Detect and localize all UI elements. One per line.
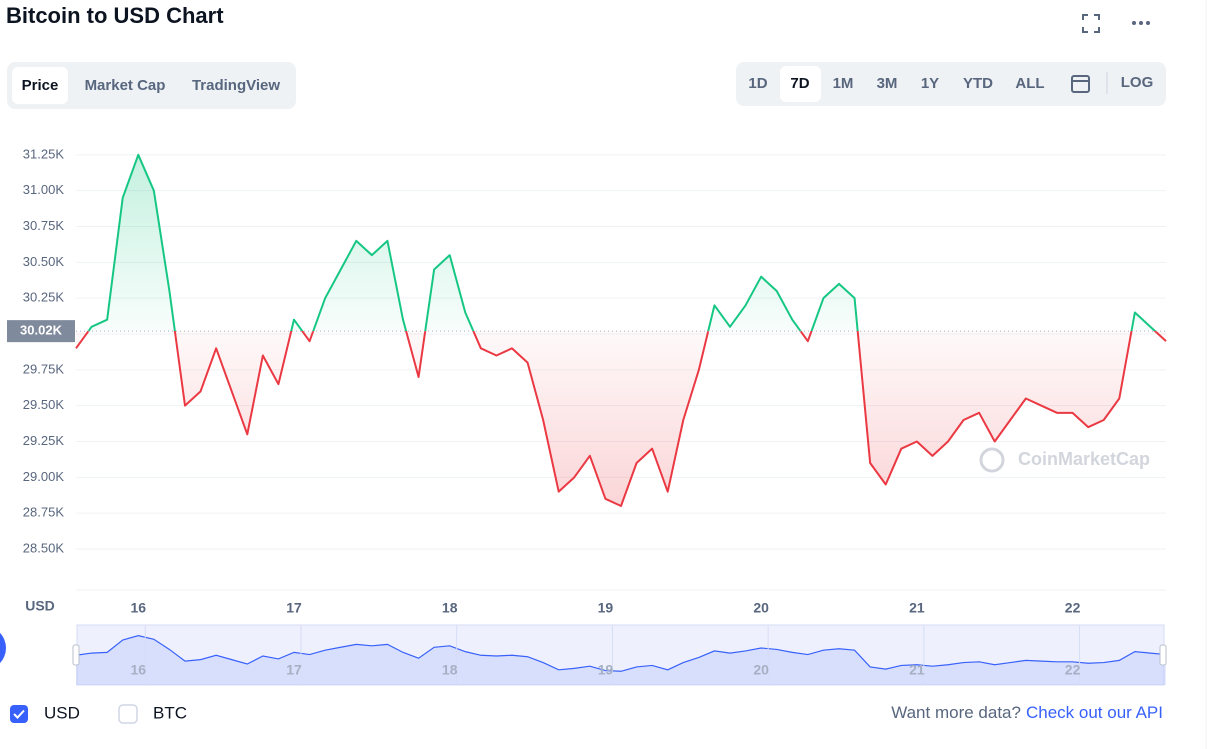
y-axis-label: USD <box>25 598 55 614</box>
y-tick-label: 29.50K <box>23 397 65 412</box>
y-tick-label: 28.75K <box>23 505 65 520</box>
y-tick-label: 29.00K <box>23 469 65 484</box>
x-tick-label: 20 <box>753 600 769 616</box>
navigator-plot: 16 17 18 19 20 21 22 <box>75 625 1167 685</box>
x-tick-label: 17 <box>286 600 302 616</box>
tab[interactable]: Price <box>22 77 59 94</box>
watermark-text: CoinMarketCap <box>1018 449 1150 469</box>
navigator-tick-label: 19 <box>598 662 614 678</box>
navigator-area <box>76 635 1166 685</box>
tab-active <box>12 67 68 104</box>
footer: Want more data? Check out our API <box>891 703 1163 722</box>
y-tick-label: 29.25K <box>23 433 65 448</box>
range-button[interactable]: 1D <box>748 75 767 92</box>
y-tick-label: 31.25K <box>23 146 65 161</box>
plot: 28.50K 28.75K 29.00K 29.25K 29.50K 29.75K 30.0… <box>7 146 1167 616</box>
navigator[interactable] <box>76 624 1165 686</box>
y-tick-label: 30.25K <box>23 290 65 305</box>
baseline-label: 30.02K <box>20 323 63 338</box>
more-icon[interactable] <box>1132 21 1150 25</box>
side-button[interactable] <box>0 626 6 670</box>
tab[interactable]: TradingView <box>192 77 280 94</box>
dot <box>1146 21 1150 25</box>
navigator-tick-label: 21 <box>909 662 925 678</box>
navigator-handle[interactable] <box>72 644 80 666</box>
x-tick-label: 16 <box>130 600 146 616</box>
navigator-handle[interactable] <box>1159 644 1167 666</box>
price-area <box>76 154 1166 507</box>
navigator-tick-label: 22 <box>1065 662 1081 678</box>
x-tick-label: 18 <box>442 600 458 616</box>
navigator-line <box>75 635 1167 672</box>
y-tick-label: 31.00K <box>23 182 65 197</box>
calendar-icon[interactable] <box>1071 75 1090 93</box>
currency-label: BTC <box>153 703 187 722</box>
range-button[interactable]: 1Y <box>921 75 939 92</box>
y-tick-label: 30.50K <box>23 254 65 269</box>
watermark-logo <box>979 447 1005 473</box>
chart-title: Bitcoin to USD Chart <box>6 3 224 28</box>
y-tick-label: 30.75K <box>23 218 65 233</box>
tab-bar <box>7 62 296 109</box>
x-tick-label: 22 <box>1065 600 1081 616</box>
range-button[interactable]: YTD <box>963 75 993 92</box>
range-button[interactable]: 1M <box>833 75 854 92</box>
checkmark <box>13 709 25 719</box>
header-icons <box>1082 14 1100 33</box>
checkbox[interactable] <box>10 705 28 723</box>
x-tick-label: 19 <box>598 600 614 616</box>
y-tick-label: 29.75K <box>23 361 65 376</box>
fullscreen-icon[interactable] <box>1082 14 1100 33</box>
footer-link[interactable]: Check out our API <box>1026 703 1163 722</box>
dot <box>1132 21 1136 25</box>
navigator-tick-label: 18 <box>442 662 458 678</box>
tab[interactable]: Market Cap <box>85 77 166 94</box>
range-button[interactable]: 7D <box>790 75 809 92</box>
baseline-badge <box>7 320 75 343</box>
y-tick-label: 28.50K <box>23 540 65 555</box>
navigator-tick-label: 16 <box>130 662 146 678</box>
range-button[interactable]: 3M <box>877 75 898 92</box>
watermark: CoinMarketCap <box>979 447 1150 473</box>
x-tick-label: 21 <box>909 600 925 616</box>
range-button[interactable]: ALL <box>1015 75 1044 92</box>
price-line <box>75 153 1167 507</box>
footer-prompt: Want more data? <box>891 703 1021 722</box>
calendar-body <box>1071 75 1090 93</box>
dot <box>1139 21 1143 25</box>
log-button[interactable]: LOG <box>1121 74 1154 91</box>
range-bar <box>736 62 1166 106</box>
navigator-tick-label: 20 <box>753 662 769 678</box>
range-active <box>780 66 821 102</box>
navigator-tick-label: 17 <box>286 662 302 678</box>
currency-label: USD <box>44 703 80 722</box>
checkbox[interactable] <box>118 704 138 724</box>
